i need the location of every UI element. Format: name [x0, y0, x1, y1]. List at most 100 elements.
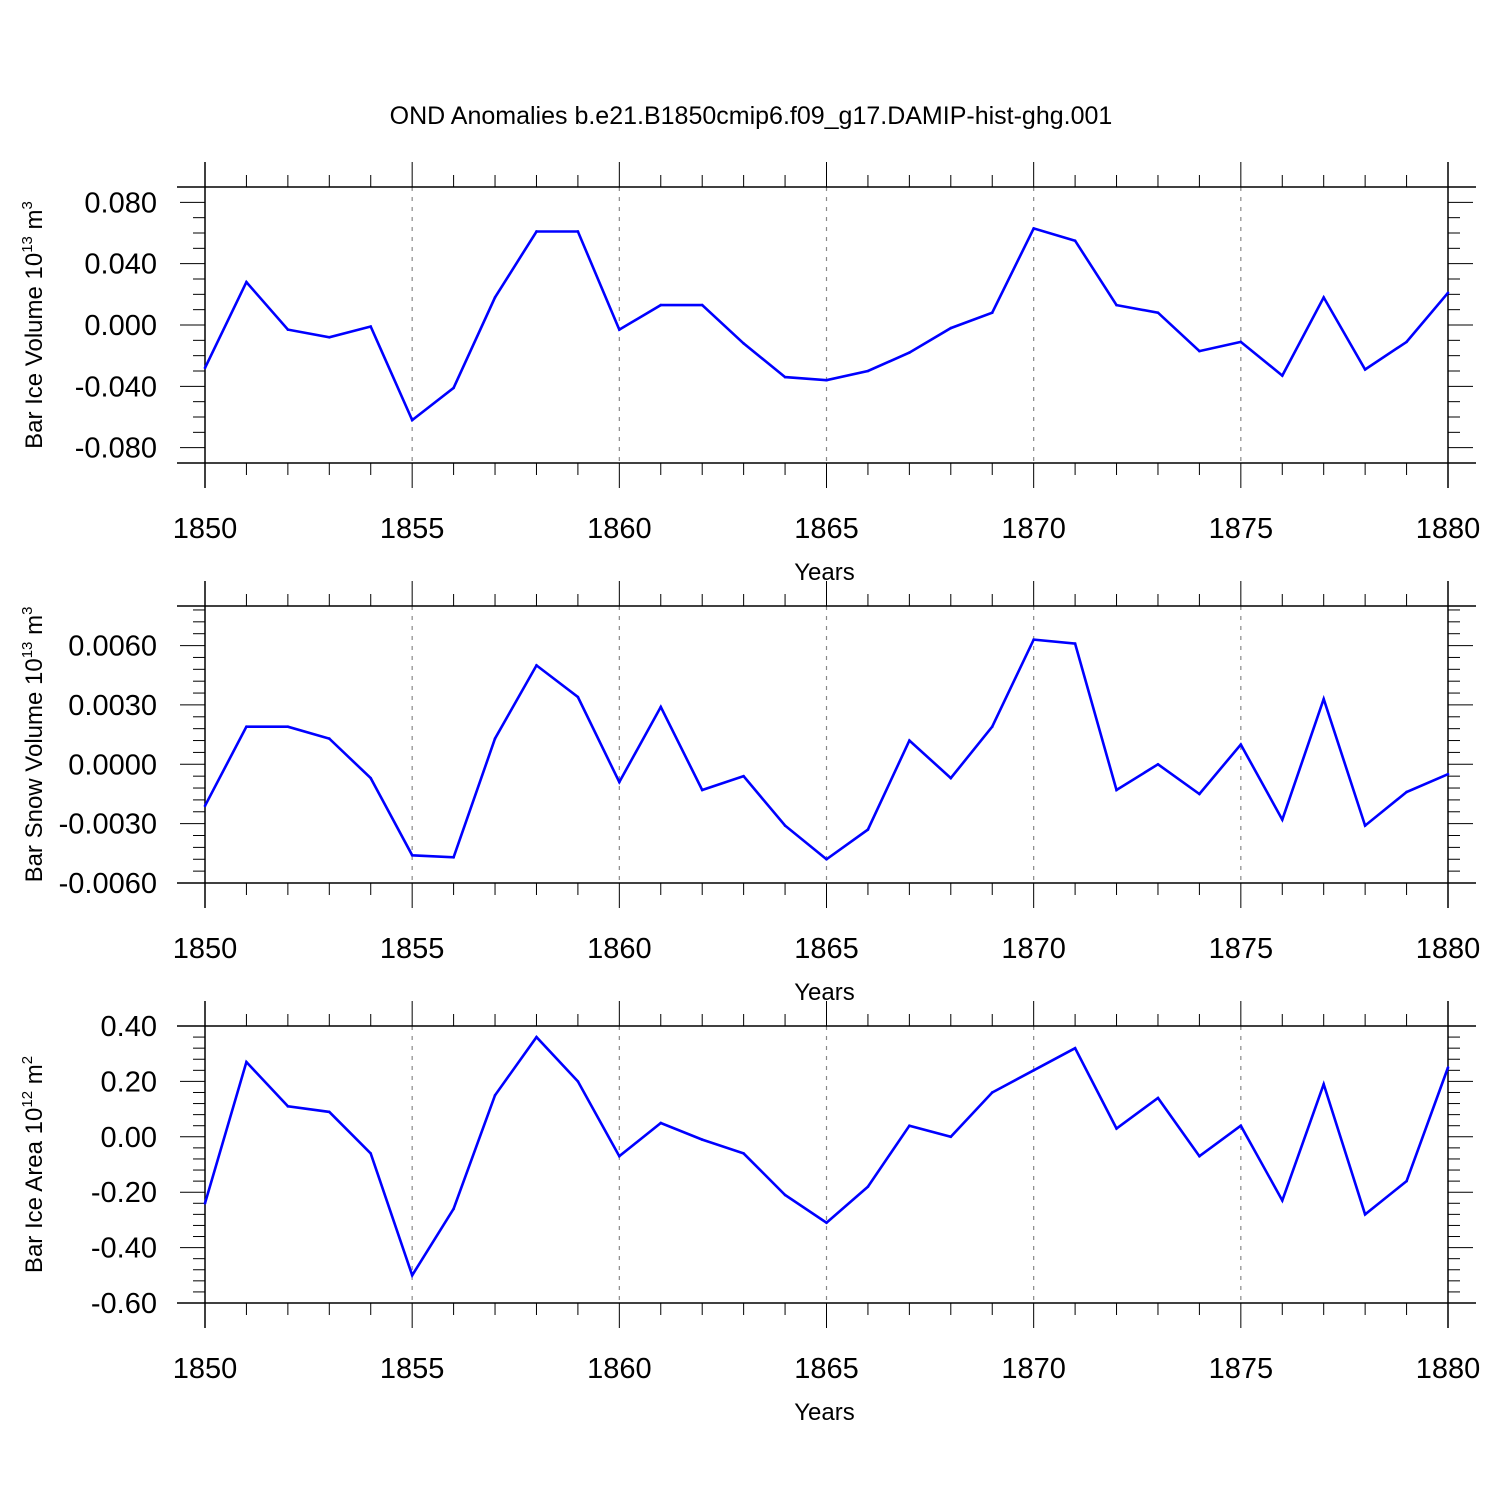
- x-tick-label: 1875: [1209, 513, 1274, 545]
- data-point: [1446, 772, 1450, 776]
- data-point: [1156, 762, 1160, 766]
- data-point: [700, 1138, 704, 1141]
- data-point: [452, 386, 455, 390]
- data-point: [825, 1221, 828, 1224]
- data-point: [1363, 368, 1367, 371]
- data-point: [203, 1201, 207, 1205]
- x-tick-label: 1865: [794, 1353, 859, 1385]
- y-axis-label: Bar Ice Volume 1013 m3: [19, 201, 48, 449]
- data-point: [742, 774, 745, 778]
- y-tick-label: -0.60: [91, 1288, 157, 1320]
- x-tick-label: 1875: [1209, 933, 1274, 965]
- data-point: [908, 1124, 911, 1128]
- data-point: [1198, 349, 1201, 353]
- x-tick-label: 1870: [1001, 1353, 1066, 1385]
- x-tick-label: 1850: [173, 513, 238, 545]
- y-tick-label: 0.040: [84, 249, 157, 281]
- data-point: [1363, 1213, 1367, 1216]
- data-point: [1405, 790, 1408, 794]
- data-point: [576, 695, 580, 699]
- data-point: [866, 369, 870, 373]
- data-point: [1032, 638, 1035, 641]
- data-point: [328, 335, 331, 339]
- data-point: [1198, 1154, 1201, 1158]
- y-axis-label-unit-exponent: 3: [19, 201, 36, 209]
- data-point: [783, 375, 787, 379]
- data-point: [410, 1274, 414, 1277]
- y-axis-label-exponent: 13: [19, 642, 36, 659]
- y-tick-label: 0.000: [84, 310, 157, 342]
- data-point: [286, 725, 290, 728]
- data-point: [866, 1185, 870, 1188]
- x-tick-label: 1865: [794, 933, 859, 965]
- y-axis-label-text: Bar Ice Volume 10: [21, 253, 48, 449]
- y-tick-label: -0.040: [75, 371, 157, 403]
- data-point: [700, 788, 704, 792]
- data-point: [493, 296, 497, 299]
- data-point: [990, 725, 994, 728]
- y-tick-label: -0.0060: [59, 868, 157, 900]
- data-point: [1363, 824, 1367, 827]
- x-tick-label: 1850: [173, 933, 238, 965]
- data-point: [618, 1154, 621, 1158]
- data-point: [866, 828, 870, 831]
- y-tick-label: 0.0000: [68, 749, 157, 781]
- data-point: [369, 325, 373, 328]
- data-point: [1073, 1046, 1077, 1050]
- data-point: [618, 780, 621, 784]
- figure-title: OND Anomalies b.e21.B1850cmip6.f09_g17.D…: [390, 102, 1113, 130]
- data-point: [452, 1207, 455, 1211]
- data-point: [1446, 291, 1450, 295]
- y-axis-label-exponent: 12: [19, 1091, 36, 1108]
- data-point: [493, 737, 497, 740]
- data-point: [659, 1121, 663, 1125]
- data-point: [659, 705, 663, 709]
- x-tick-label: 1875: [1209, 1353, 1274, 1385]
- data-point: [410, 418, 414, 422]
- x-tick-label: 1870: [1001, 933, 1066, 965]
- data-point: [203, 366, 207, 370]
- data-point: [742, 342, 745, 345]
- data-point: [908, 739, 911, 742]
- data-point: [328, 737, 331, 740]
- panel-3: -0.60 -0.40 -0.20 0.00 0.20 0.40 1850 1855 1860 1…: [19, 1001, 1480, 1426]
- y-tick-label: -0.0030: [59, 809, 157, 841]
- data-point: [535, 664, 538, 667]
- y-tick-label: 0.0030: [68, 690, 157, 722]
- y-axis-label-unit: m: [21, 615, 48, 642]
- y-axis-label-unit: m: [21, 1064, 48, 1091]
- data-point: [1239, 1124, 1243, 1128]
- data-point: [1073, 239, 1077, 242]
- data-point: [1239, 340, 1243, 344]
- x-tick-label: 1870: [1001, 513, 1066, 545]
- data-point: [700, 303, 704, 307]
- y-tick-label: -0.080: [75, 433, 157, 465]
- x-tick-label: 1860: [587, 933, 652, 965]
- data-point: [783, 824, 787, 827]
- data-point: [369, 776, 373, 780]
- y-axis-label-exponent: 13: [19, 236, 36, 253]
- y-tick-label: 0.40: [101, 1011, 157, 1043]
- data-point: [1156, 311, 1160, 315]
- y-tick-label: -0.20: [91, 1177, 157, 1209]
- x-axis-label: Years: [794, 1399, 855, 1426]
- data-point: [203, 804, 207, 808]
- data-point: [949, 1135, 953, 1139]
- data-point: [1446, 1066, 1450, 1069]
- data-point: [1032, 227, 1035, 230]
- y-axis-label: Bar Ice Area 1012 m2: [19, 1056, 48, 1273]
- x-tick-label: 1855: [380, 513, 445, 545]
- y-tick-label: -0.40: [91, 1233, 157, 1265]
- data-point: [576, 230, 580, 233]
- data-point: [1239, 743, 1243, 746]
- data-point: [825, 857, 828, 861]
- x-tick-label: 1865: [794, 513, 859, 545]
- data-point: [286, 1105, 290, 1108]
- x-axis-label: Years: [794, 559, 855, 586]
- data-point: [1322, 296, 1325, 299]
- panels: -0.080 -0.040 0.000 0.040 0.080 1850 1855 1860 1…: [19, 162, 1480, 1426]
- data-point: [1405, 340, 1408, 344]
- data-point: [535, 230, 538, 233]
- data-point: [452, 855, 455, 859]
